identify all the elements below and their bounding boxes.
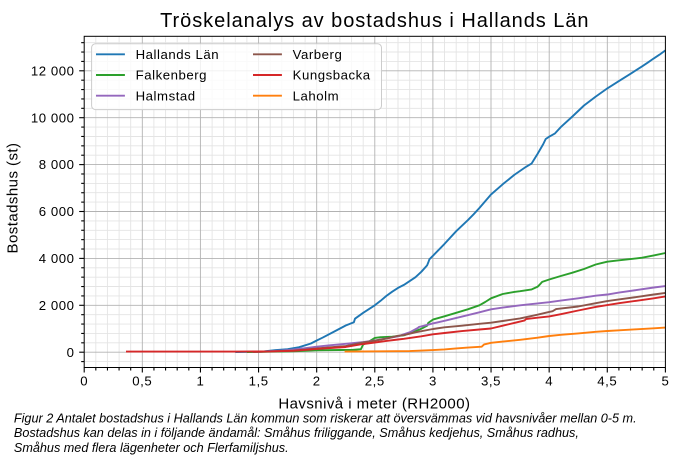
svg-text:Figur 2 Antalet bostadshus i H: Figur 2 Antalet bostadshus i Hallands Lä… <box>14 411 637 425</box>
svg-text:12 000: 12 000 <box>31 63 75 78</box>
svg-text:2,5: 2,5 <box>365 374 385 389</box>
svg-text:4: 4 <box>545 374 553 389</box>
svg-text:Havsnivå i meter (RH2000): Havsnivå i meter (RH2000) <box>278 396 470 413</box>
svg-text:3: 3 <box>429 374 437 389</box>
svg-text:1,5: 1,5 <box>249 374 269 389</box>
svg-text:Halmstad: Halmstad <box>136 88 196 103</box>
svg-text:0: 0 <box>80 374 88 389</box>
svg-text:Varberg: Varberg <box>293 47 343 62</box>
svg-text:Bostadshus kan delas in i följ: Bostadshus kan delas in i följande ändam… <box>14 426 579 440</box>
svg-text:10 000: 10 000 <box>31 110 75 125</box>
svg-text:Falkenberg: Falkenberg <box>136 68 207 83</box>
svg-text:6 000: 6 000 <box>39 204 75 219</box>
svg-text:Småhus med flera lägenheter oc: Småhus med flera lägenheter och Flerfami… <box>14 441 289 455</box>
svg-text:Laholm: Laholm <box>293 88 340 103</box>
svg-text:8 000: 8 000 <box>39 157 75 172</box>
svg-text:Hallands Län: Hallands Län <box>136 47 220 62</box>
svg-text:2: 2 <box>313 374 321 389</box>
svg-text:1: 1 <box>196 374 204 389</box>
svg-text:5: 5 <box>661 374 669 389</box>
svg-text:4 000: 4 000 <box>39 251 75 266</box>
svg-text:Tröskelanalys av bostadshus i: Tröskelanalys av bostadshus i Hallands L… <box>160 10 589 32</box>
svg-text:2 000: 2 000 <box>39 298 75 313</box>
svg-text:0,5: 0,5 <box>132 374 152 389</box>
svg-text:Bostadshus (st): Bostadshus (st) <box>4 143 21 254</box>
svg-text:3,5: 3,5 <box>481 374 501 389</box>
svg-text:4,5: 4,5 <box>597 374 617 389</box>
svg-text:0: 0 <box>67 345 75 360</box>
svg-text:Kungsbacka: Kungsbacka <box>293 68 371 83</box>
